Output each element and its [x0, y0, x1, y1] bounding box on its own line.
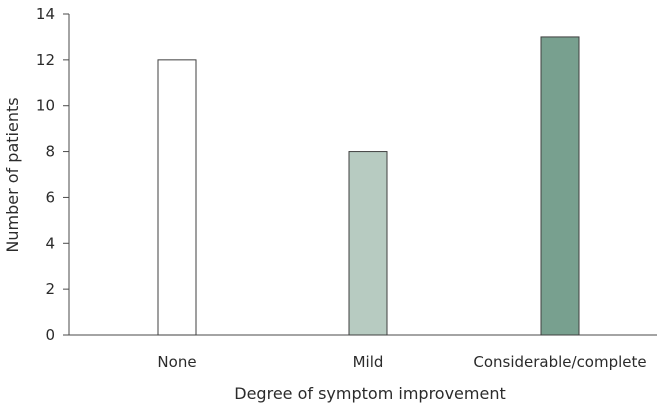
bar-none: [157, 59, 197, 336]
bar-considerable-complete: [540, 36, 580, 336]
x-axis: None Mild Considerable/complete: [69, 334, 657, 371]
y-axis: 0 2 4 6 8 10 12 14: [36, 5, 70, 344]
x-tick-label: Considerable/complete: [473, 353, 646, 371]
y-tick-label: 0: [45, 326, 55, 344]
x-tick-label: Mild: [353, 353, 384, 371]
x-ticks: None Mild Considerable/complete: [157, 353, 646, 371]
bar-mild: [348, 151, 388, 336]
x-axis-title: Degree of symptom improvement: [234, 384, 505, 403]
y-tick-label: 6: [45, 188, 55, 206]
y-tick-label: 4: [45, 234, 55, 252]
y-axis-title: Number of patients: [3, 97, 22, 252]
bars: [157, 36, 580, 336]
y-ticks: 0 2 4 6 8 10 12 14: [36, 5, 69, 344]
y-tick-label: 10: [36, 97, 55, 115]
y-tick-label: 2: [45, 280, 55, 298]
y-tick-label: 12: [36, 51, 55, 69]
y-tick-label: 14: [36, 5, 55, 23]
y-tick-label: 8: [45, 143, 55, 161]
x-tick-label: None: [157, 353, 196, 371]
